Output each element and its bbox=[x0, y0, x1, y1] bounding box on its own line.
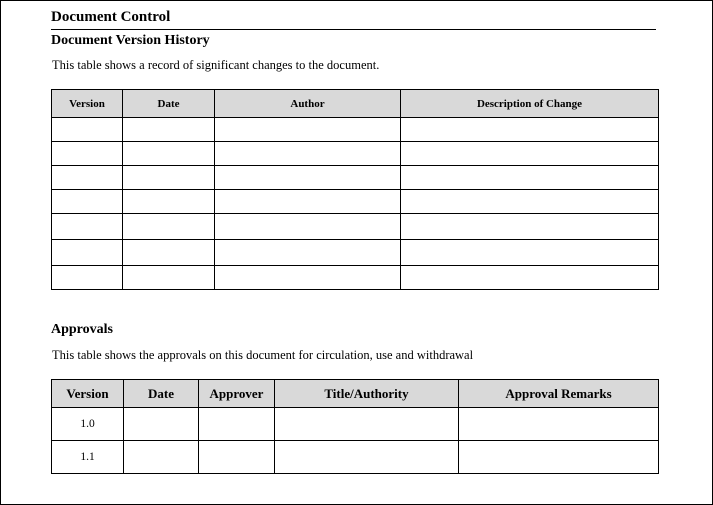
table-row bbox=[51, 239, 659, 266]
column-header: Author bbox=[214, 89, 401, 118]
table-row bbox=[51, 165, 659, 190]
column-header: Approver bbox=[198, 379, 275, 408]
document-title: Document Control bbox=[51, 9, 171, 25]
section-description: This table shows a record of significant… bbox=[52, 58, 380, 72]
table-row: 1.0 bbox=[51, 407, 659, 441]
header-row: Version Date Approver Title/Authority Ap… bbox=[51, 379, 659, 408]
table-row bbox=[51, 141, 659, 166]
column-header: Description of Change bbox=[400, 89, 659, 118]
column-header: Date bbox=[123, 379, 199, 408]
column-header: Approval Remarks bbox=[458, 379, 659, 408]
approvals-table: Version Date Approver Title/Authority Ap… bbox=[51, 379, 659, 474]
version-cell: 1.1 bbox=[51, 440, 124, 474]
section-description: This table shows the approvals on this d… bbox=[52, 348, 474, 362]
version-history-table: Version Date Author Description of Chang… bbox=[51, 89, 659, 290]
column-header: Version bbox=[51, 379, 124, 408]
table-row: 1.1 bbox=[51, 440, 659, 474]
table-row bbox=[51, 117, 659, 142]
header-row: Version Date Author Description of Chang… bbox=[51, 89, 659, 118]
section-heading: Approvals bbox=[51, 322, 113, 337]
column-header: Title/Authority bbox=[274, 379, 459, 408]
section-heading: Document Version History bbox=[51, 33, 210, 48]
table-row bbox=[51, 213, 659, 240]
column-header: Version bbox=[51, 89, 123, 118]
version-cell: 1.0 bbox=[51, 407, 124, 441]
column-header: Date bbox=[122, 89, 215, 118]
table-row bbox=[51, 265, 659, 290]
table-row bbox=[51, 189, 659, 214]
title-rule bbox=[51, 29, 656, 30]
